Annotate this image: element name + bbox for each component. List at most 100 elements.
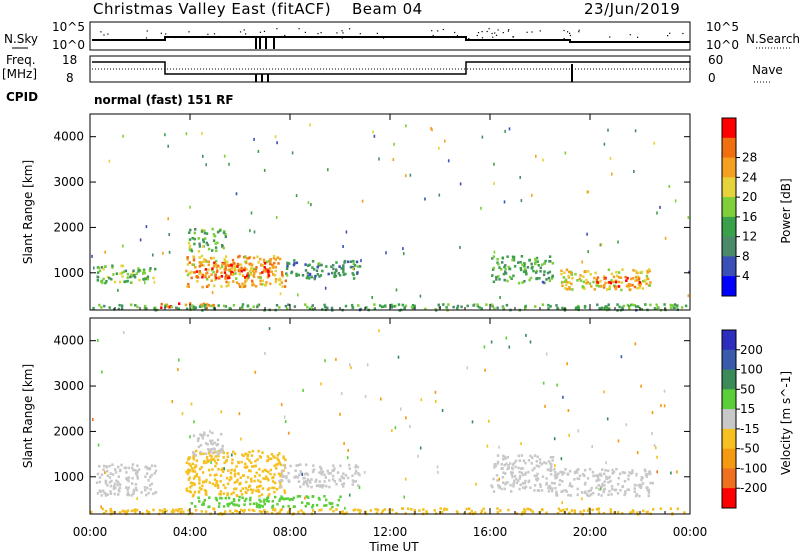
heatmap-cell [289,498,293,501]
heatmap-cell [338,265,341,268]
heatmap-cell [189,486,192,489]
heatmap-cell [497,486,501,489]
heatmap-cell [373,134,376,138]
heatmap-cell [352,277,356,280]
heatmap-cell [626,284,629,288]
heatmap-cell [491,274,494,277]
heatmap-cell [593,276,596,280]
heatmap-cell [265,260,268,264]
heatmap-cell [187,470,191,474]
heatmap-cell [215,276,218,280]
heatmap-cell [220,275,224,278]
heatmap-cell [132,269,135,273]
heatmap-cell [445,508,449,511]
heatmap-cell [191,236,194,240]
heatmap-cell [580,491,584,494]
heatmap-cell [645,274,649,278]
heatmap-cell [249,273,252,276]
heatmap-cell [106,469,109,473]
heatmap-cell [278,499,281,502]
heatmap-cell [188,247,192,250]
heatmap-cell [145,225,148,229]
heatmap-cell [531,456,534,459]
heatmap-cell [371,296,373,299]
heatmap-cell [497,263,500,266]
heatmap-cell [262,260,266,263]
heatmap-cell [127,479,130,483]
heatmap-cell [119,468,122,472]
heatmap-cell [284,279,287,283]
heatmap-cell [303,472,307,476]
heatmap-cell [517,479,520,483]
heatmap-cell [249,498,252,502]
heatmap-cell [298,473,301,477]
heatmap-cell [162,251,164,255]
heatmap-cell [190,502,193,505]
heatmap-cell [542,461,546,464]
heatmap-cell [205,163,207,167]
heatmap-cell [121,264,125,268]
heatmap-cell [114,486,117,490]
heatmap-cell [153,307,156,310]
heatmap-cell [200,487,203,491]
heatmap-cell [562,276,566,279]
heatmap-cell [589,489,592,492]
heatmap-cell [197,250,201,253]
heatmap-cell [567,274,570,278]
heatmap-cell [583,474,586,478]
heatmap-cell [502,272,506,276]
heatmap-cell [126,491,130,495]
heatmap-cell [357,472,360,475]
heatmap-cell [263,262,267,265]
heatmap-cell [244,276,247,279]
heatmap-cell [531,510,534,514]
heatmap-cell [586,190,588,194]
heatmap-cell [618,305,621,309]
heatmap-cell [636,275,639,278]
heatmap-cell [295,261,299,265]
heatmap-cell [547,468,551,472]
heatmap-cell [443,508,446,512]
heatmap-cell [232,503,235,506]
heatmap-cell [592,491,595,495]
heatmap-cell [306,478,309,481]
heatmap-cell [207,247,211,251]
heatmap-cell [191,481,195,485]
heatmap-cell [548,270,552,274]
heatmap-cell [238,412,241,416]
heatmap-cell [218,229,222,232]
heatmap-cell [174,508,178,512]
heatmap-cell [631,283,634,287]
heatmap-cell [602,511,606,515]
heatmap-cell [268,487,271,490]
heatmap-cell [409,173,412,177]
heatmap-cell [318,480,321,483]
heatmap-cell [113,482,117,486]
heatmap-cell [269,472,272,476]
heatmap-cell [293,262,296,265]
colorbar-segment [722,276,736,297]
heatmap-cell [397,355,400,359]
heatmap-cell [199,262,202,266]
heatmap-cell [269,258,272,261]
heatmap-cell [224,486,227,490]
heatmap-cell [126,488,129,492]
heatmap-cell [615,270,618,274]
heatmap-cell [635,278,639,282]
heatmap-cell [385,251,387,255]
y-axis-title: Slant Range [km] [21,160,35,264]
heatmap-cell [331,271,334,275]
heatmap-cell [104,265,107,268]
heatmap-cell [92,306,95,310]
heatmap-cell [616,510,620,514]
heatmap-cell [529,486,532,489]
heatmap-cell [125,471,128,474]
heatmap-cell [260,263,263,267]
heatmap-cell [274,135,277,139]
heatmap-cell [261,487,265,490]
heatmap-cell [279,463,282,467]
heatmap-cell [177,508,181,511]
heatmap-cell [352,262,355,266]
heatmap-cell [600,494,603,497]
heatmap-cell [257,276,260,279]
